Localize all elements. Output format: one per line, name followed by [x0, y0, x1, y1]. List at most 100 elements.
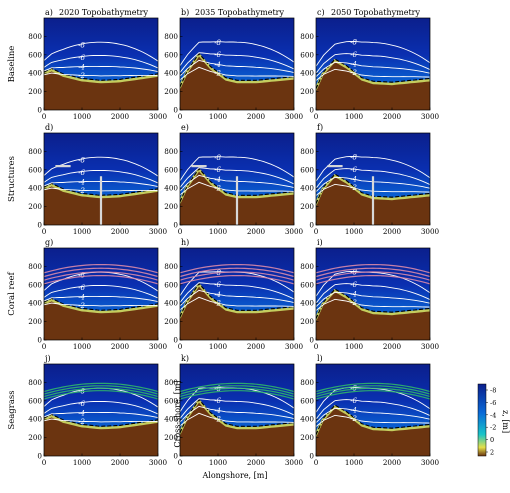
heatmap: -2-4-6-8: [316, 18, 430, 110]
contour-label: -4: [214, 407, 221, 415]
contour-line: [44, 295, 158, 303]
axes-frame: [43, 17, 159, 111]
x-tick-label: 2000: [111, 458, 130, 467]
contour-label: -6: [78, 284, 85, 292]
contour-label: -8: [78, 272, 85, 280]
contour-label: -2: [350, 415, 357, 423]
contour-line: [316, 168, 430, 189]
shoreline-contour: [44, 67, 158, 81]
contour-label: -4: [78, 294, 85, 302]
y-tick-label: 200: [28, 317, 42, 326]
y-tick-label: 800: [300, 32, 314, 41]
contour-label: -2: [78, 72, 85, 80]
shoreline-contour: [180, 282, 294, 318]
contour-line: [180, 282, 294, 303]
seagrass-band: [44, 387, 158, 398]
panel-label: e): [181, 123, 189, 132]
shoreline-contour: [180, 52, 294, 88]
colorbar-tick-label: -2: [490, 424, 496, 432]
x-tick-label: 3000: [421, 112, 440, 121]
panel-label: i): [317, 238, 323, 247]
contour-line: [180, 66, 294, 81]
seagrass-band: [180, 387, 294, 398]
seagrass-band: [44, 385, 158, 395]
contour-line: [44, 170, 158, 184]
panel-label: b): [181, 8, 189, 17]
x-tick-label: 2000: [247, 227, 266, 236]
x-tick-label: 1000: [345, 227, 364, 236]
contour-label: -4: [78, 179, 85, 187]
y-tick-label: 200: [28, 433, 42, 442]
x-tick-label: 1000: [73, 227, 92, 236]
x-tick-label: 2000: [247, 112, 266, 121]
land-area: [180, 286, 294, 340]
x-tick-label: 3000: [285, 458, 304, 467]
y-tick-label: 800: [164, 32, 178, 41]
contour-label: -6: [78, 400, 85, 408]
x-tick-label: 3000: [421, 458, 440, 467]
contour-label: -8: [78, 157, 85, 165]
x-tick-label: 3000: [149, 458, 168, 467]
heatmap: -2-4-6-8: [44, 18, 158, 110]
y-tick-label: 0: [173, 221, 178, 230]
y-tick-label: 800: [300, 378, 314, 387]
y-tick-label: 400: [164, 415, 178, 424]
seagrass-band: [316, 385, 430, 395]
panel-title: 2035 Topobathymetry: [195, 8, 285, 17]
panel-label: k): [181, 354, 189, 363]
coral-reef-band: [316, 264, 430, 274]
heatmap: -2-4-6-8: [316, 133, 430, 225]
land-area: [180, 56, 294, 110]
panel-e: -2-4 -6 -8 0 1000 2000 3000 0 200 400 600 800 e): [164, 123, 303, 236]
y-tick-label: 0: [173, 336, 178, 345]
x-tick-label: 2000: [111, 342, 130, 351]
heatmap: -2-4-6-8: [44, 364, 158, 456]
x-tick-label: 3000: [421, 342, 440, 351]
x-tick-label: 0: [314, 227, 319, 236]
axes-frame: [43, 247, 159, 341]
contour-line: [44, 401, 158, 415]
contour-line: [316, 271, 430, 297]
contour-line: [180, 289, 294, 307]
y-tick-label: 200: [300, 87, 314, 96]
land-area: [316, 292, 430, 340]
panel-title: 2020 Topobathymetry: [59, 8, 149, 17]
contour-label: -2: [78, 418, 85, 426]
coral-reef-band: [316, 267, 430, 278]
contour-line: [180, 59, 294, 77]
land-area: [316, 62, 430, 110]
shoreline-contour: [316, 404, 430, 435]
x-tick-label: 3000: [285, 227, 304, 236]
y-tick-label: 800: [28, 32, 42, 41]
y-tick-label: 200: [28, 87, 42, 96]
contour-label: -2: [78, 187, 85, 195]
contour-label: -2: [350, 184, 357, 192]
seagrass-band: [316, 382, 430, 393]
heatmap: -2-4-6-8: [180, 364, 294, 456]
panel-f: -2-4 -6 -8 0 1000 2000 3000 0 200 400 600 800 f): [300, 123, 439, 236]
x-tick-label: 2000: [111, 112, 130, 121]
contour-line: [44, 41, 158, 62]
coral-reef-band: [44, 275, 158, 285]
y-tick-label: 200: [28, 202, 42, 211]
y-tick-label: 800: [28, 378, 42, 387]
axes-frame: [179, 17, 295, 111]
shoreline-contour: [316, 58, 430, 89]
contour-line: [316, 61, 430, 78]
y-tick-label: 400: [300, 184, 314, 193]
heatmap: -2-4-6-8: [44, 133, 158, 225]
colorbar-tick-label: -4: [490, 411, 496, 419]
contour-label: -2: [350, 69, 357, 77]
y-tick-label: 600: [28, 280, 42, 289]
x-tick-label: 1000: [209, 458, 228, 467]
contour-line: [44, 55, 158, 69]
land-area: [44, 301, 158, 340]
row-label: Baseline: [7, 46, 17, 83]
y-tick-label: 800: [300, 262, 314, 271]
y-tick-label: 400: [28, 415, 42, 424]
axes-frame: [315, 132, 431, 226]
x-tick-label: 2000: [111, 227, 130, 236]
contour-label: -6: [350, 166, 357, 174]
panel-label: a): [45, 8, 53, 17]
